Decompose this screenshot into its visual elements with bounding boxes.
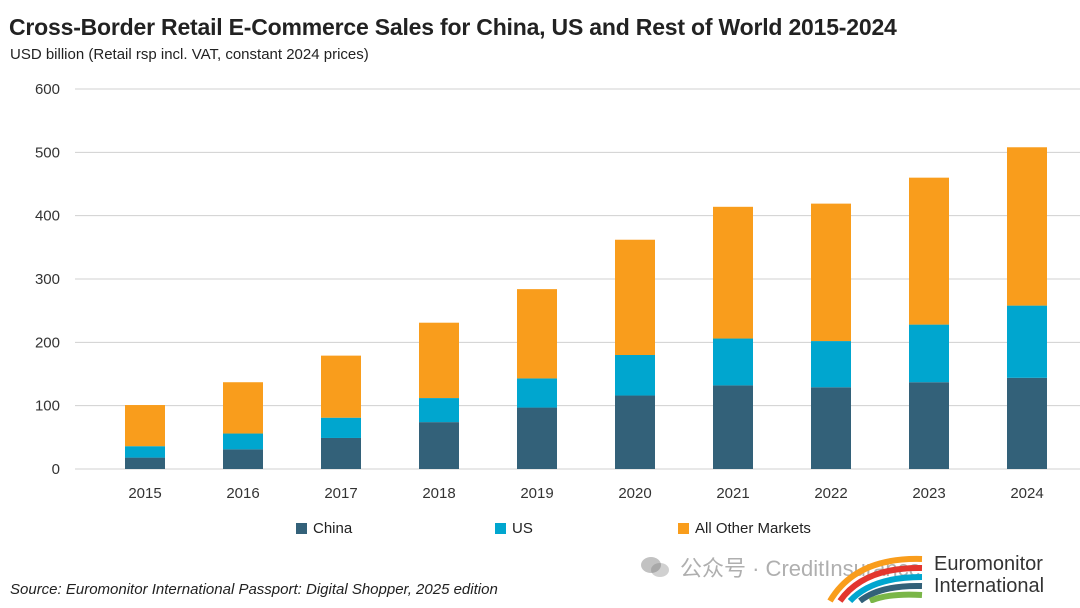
wechat-watermark: 公众号 · CreditInsurance (640, 551, 921, 583)
bar-china (909, 382, 949, 469)
bar-all-other-markets (419, 322, 459, 399)
legend-swatch-other (678, 523, 689, 534)
y-tick-label: 500 (35, 144, 60, 161)
x-tick-label: 2018 (422, 485, 455, 502)
logo-wordmark: Euromonitor International (934, 553, 1044, 597)
bar-us (615, 355, 655, 396)
bar-us (517, 378, 557, 408)
stacked-bar-chart: 0 100 200 300 400 500 600 2015 2016 2017 2018 2019 2… (35, 81, 1080, 502)
bar-all-other-markets (125, 405, 165, 447)
y-tick-label: 0 (52, 461, 60, 478)
bar-all-other-markets (517, 289, 557, 379)
legend-swatch-us (495, 523, 506, 534)
bar-us (223, 433, 263, 450)
chart-legend: China US All Other Markets (0, 520, 1080, 542)
bar-all-other-markets (909, 177, 949, 325)
y-tick-label: 600 (35, 81, 60, 98)
wechat-icon (641, 557, 669, 577)
chart-title: Cross-Border Retail E-Commerce Sales for… (9, 14, 897, 40)
x-tick-label: 2024 (1010, 485, 1043, 502)
bar-china (811, 387, 851, 469)
x-tick-label: 2017 (324, 485, 357, 502)
bar-all-other-markets (811, 203, 851, 342)
x-tick-label: 2019 (520, 485, 553, 502)
x-tick-label: 2021 (716, 485, 749, 502)
bar-us (811, 341, 851, 388)
euromonitor-arc-icon (827, 555, 923, 604)
chart-subtitle: USD billion (Retail rsp incl. VAT, const… (10, 46, 369, 63)
legend-swatch-china (296, 523, 307, 534)
legend-item-us: US (495, 520, 533, 537)
legend-item-other: All Other Markets (678, 520, 811, 537)
bar-all-other-markets (321, 355, 361, 418)
legend-label-other: All Other Markets (695, 520, 811, 537)
bar-china (615, 395, 655, 469)
bar-china (321, 437, 361, 469)
y-tick-label: 300 (35, 271, 60, 288)
x-tick-label: 2015 (128, 485, 161, 502)
source-note: Source: Euromonitor International Passpo… (10, 581, 498, 598)
bar-all-other-markets (223, 382, 263, 434)
x-tick-label: 2016 (226, 485, 259, 502)
bar-china (223, 449, 263, 469)
bar-china (125, 457, 165, 469)
bar-us (1007, 305, 1047, 378)
bar-us (713, 338, 753, 386)
bar-china (713, 385, 753, 469)
euromonitor-logo: Euromonitor International (826, 551, 1076, 604)
bar-us (419, 398, 459, 423)
bar-china (517, 407, 557, 469)
y-tick-label: 200 (35, 334, 60, 351)
logo-line-2: International (934, 575, 1045, 597)
x-tick-label: 2023 (912, 485, 945, 502)
bar-china (419, 422, 459, 469)
x-tick-label: 2022 (814, 485, 847, 502)
legend-label-us: US (512, 520, 533, 537)
y-tick-label: 100 (35, 398, 60, 415)
legend-label-china: China (313, 520, 353, 537)
legend-item-china: China (296, 520, 352, 537)
bar-all-other-markets (713, 206, 753, 339)
bar-us (125, 446, 165, 458)
y-tick-label: 400 (35, 208, 60, 225)
bar-us (909, 324, 949, 383)
bar-us (321, 417, 361, 438)
bar-all-other-markets (1007, 147, 1047, 306)
bar-all-other-markets (615, 239, 655, 355)
bar-china (1007, 377, 1047, 469)
x-tick-label: 2020 (618, 485, 651, 502)
logo-line-1: Euromonitor (934, 553, 1043, 575)
